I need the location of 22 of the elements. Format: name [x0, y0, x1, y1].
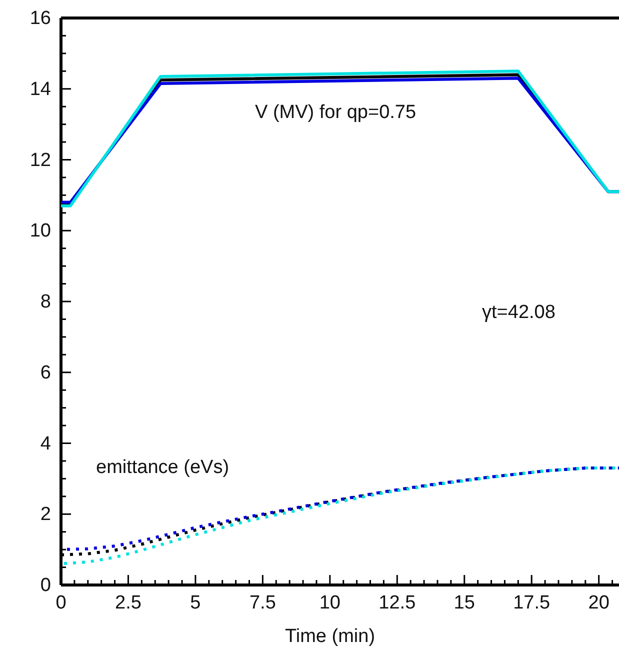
x-tick-label: 10 — [319, 592, 340, 614]
x-tick-label: 20 — [588, 592, 610, 614]
y-tick-label: 2 — [40, 504, 51, 526]
y-tick-label: 12 — [30, 150, 51, 171]
x-tick-label: 7.5 — [249, 592, 276, 614]
annotation: V (MV) for qp=0.75 — [255, 102, 416, 123]
x-axis-title: Time (min) — [284, 626, 376, 647]
x-tick-label: 0 — [56, 592, 66, 614]
y-tick-label: 16 — [30, 8, 51, 30]
annotation: γt=42.08 — [482, 302, 556, 323]
x-tick-label: 2.5 — [115, 592, 142, 614]
annotation: emittance (eVs) — [96, 457, 230, 478]
x-tick-label: 12.5 — [378, 592, 416, 614]
x-tick-label: 17.5 — [513, 592, 550, 614]
x-tick-label: 5 — [190, 592, 201, 614]
y-tick-label: 10 — [30, 220, 51, 242]
y-tick-label: 4 — [40, 433, 52, 454]
x-tick-label: 15 — [454, 592, 475, 614]
y-tick-label: 0 — [40, 575, 51, 596]
y-tick-label: 8 — [40, 292, 51, 313]
y-tick-label: 6 — [40, 362, 51, 384]
y-tick-label: 14 — [30, 78, 52, 100]
